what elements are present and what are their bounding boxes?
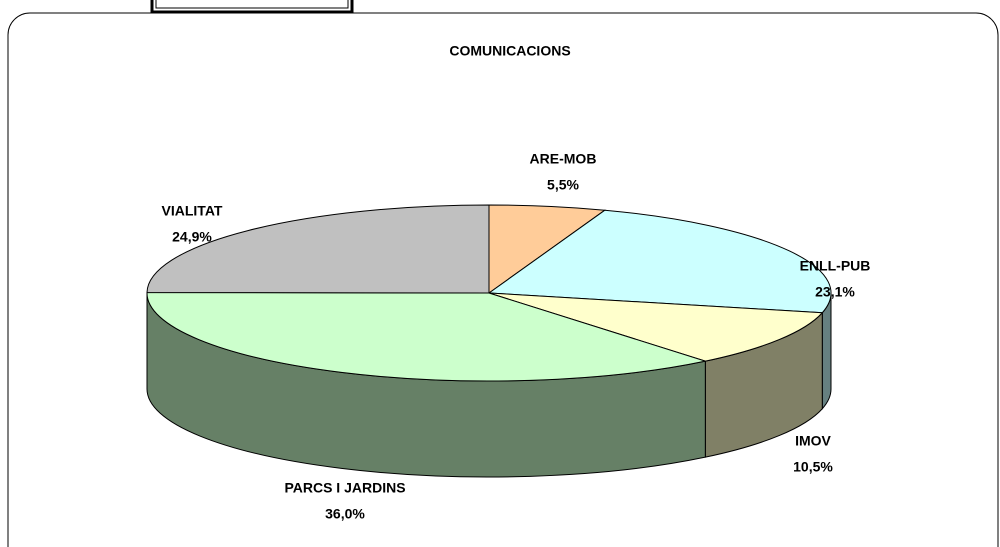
slice-label: VIALITAT: [162, 203, 223, 219]
top-box: [150, 0, 354, 14]
slice-label: ENLL-PUB: [800, 258, 871, 274]
slice-label: ARE-MOB: [530, 151, 597, 167]
slice-label: IMOV: [795, 433, 831, 449]
slice: [488, 292, 824, 362]
top-box-inner: [155, 0, 349, 9]
slice-value-label: 10,5%: [793, 459, 833, 475]
slice-value-label: 23,1%: [815, 284, 855, 300]
slice-value-label: 24,9%: [172, 229, 212, 245]
slice: [487, 209, 832, 314]
chart-title: COMUNICACIONS: [449, 43, 570, 59]
slice: [146, 204, 490, 294]
slice: [146, 291, 708, 382]
slice-value-label: 36,0%: [325, 506, 365, 522]
slice-label: PARCS I JARDINS: [284, 480, 405, 496]
slice-value-label: 5,5%: [547, 177, 579, 193]
